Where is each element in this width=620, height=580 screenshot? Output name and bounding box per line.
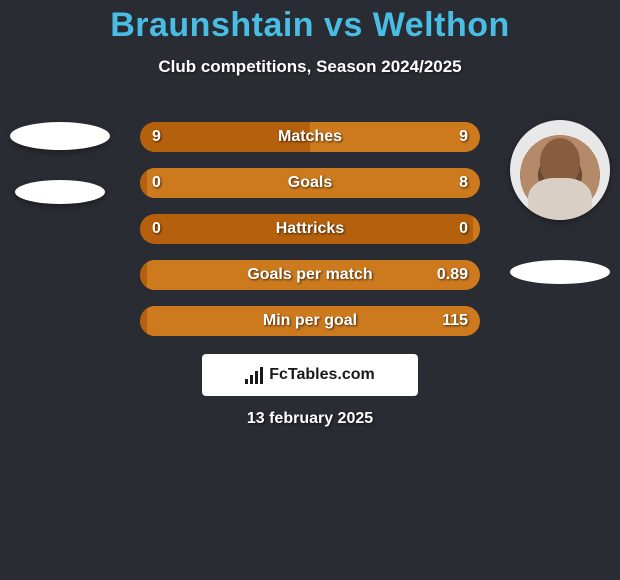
player-right-club-badge <box>510 260 610 284</box>
stats-bars: 99Matches 08Goals 00Hattricks 0.89Goals per… <box>140 122 480 352</box>
player-left-name: Braunshtain <box>110 6 314 44</box>
vs-separator: vs <box>324 6 373 44</box>
player-left-avatar <box>10 122 110 150</box>
stat-bar: 08Goals <box>140 168 480 198</box>
stat-label: Matches <box>140 122 480 152</box>
bar-chart-icon <box>245 366 263 384</box>
source-logo: FcTables.com <box>202 354 418 396</box>
stat-label: Goals per match <box>140 260 480 290</box>
player-right-column <box>505 120 615 284</box>
player-right-name: Welthon <box>373 6 510 44</box>
comparison-infographic: Braunshtain vs Welthon Club competitions… <box>0 0 620 580</box>
page-title: Braunshtain vs Welthon <box>0 0 620 45</box>
stat-label: Min per goal <box>140 306 480 336</box>
stat-label: Hattricks <box>140 214 480 244</box>
player-right-avatar <box>510 120 610 220</box>
stat-bar: 00Hattricks <box>140 214 480 244</box>
source-logo-text: FcTables.com <box>269 366 375 384</box>
stat-label: Goals <box>140 168 480 198</box>
date-label: 13 february 2025 <box>0 410 620 428</box>
player-left-club-badge <box>15 180 105 204</box>
stat-bar: 0.89Goals per match <box>140 260 480 290</box>
player-left-column <box>5 120 115 204</box>
stat-bar: 99Matches <box>140 122 480 152</box>
subtitle: Club competitions, Season 2024/2025 <box>0 57 620 77</box>
stat-bar: 115Min per goal <box>140 306 480 336</box>
